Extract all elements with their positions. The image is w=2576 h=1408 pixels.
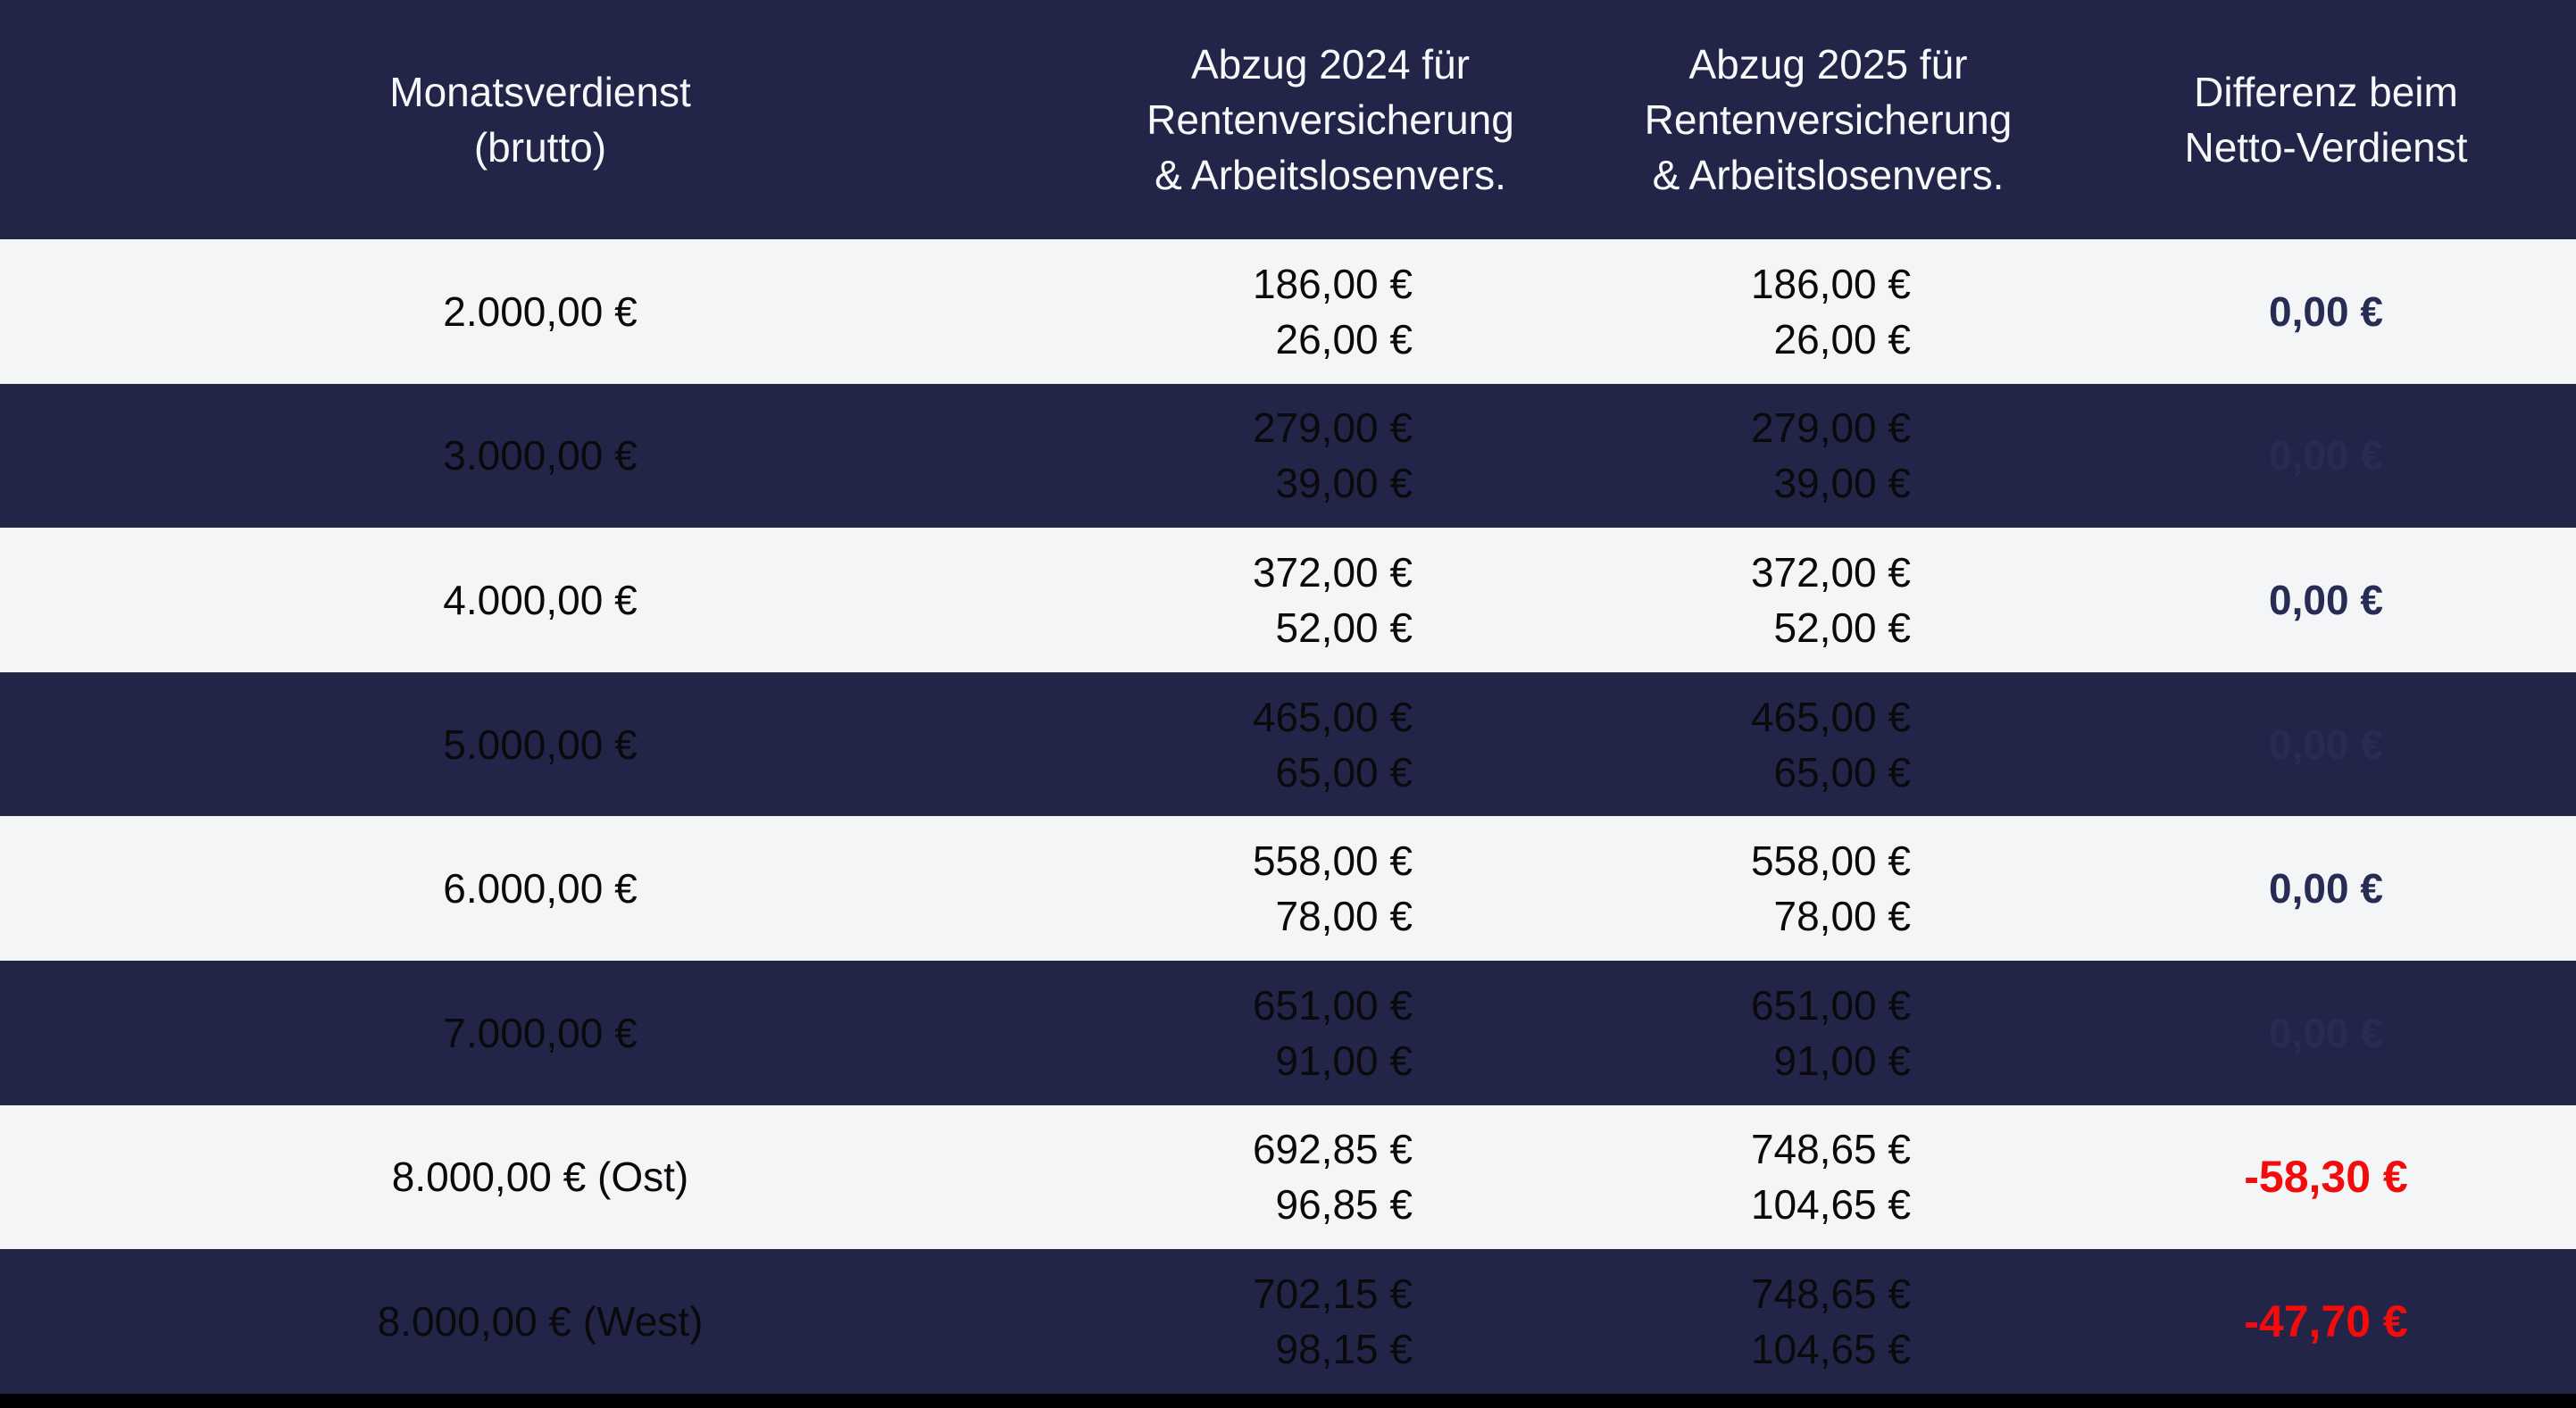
bottom-bar (0, 1393, 2576, 1408)
header-line: & Arbeitslosenvers. (1652, 152, 2005, 198)
gross-earnings-cell: 3.000,00 € (443, 432, 638, 479)
unemployment-deduction-value: 39,00 € (1773, 460, 1911, 507)
net-difference-cell: 0,00 € (2269, 721, 2383, 768)
net-difference-cell: 0,00 € (2269, 1009, 2383, 1056)
header-line: Abzug 2025 für (1688, 41, 1968, 87)
deduction-2024-cell: 702,15 € 98,15 € (1080, 1249, 1580, 1394)
pension-deduction-value: 465,00 € (1252, 693, 1413, 740)
table-row: 4.000,00 € 372,00 € 52,00 € 372,00 € 52,… (0, 528, 2576, 672)
unemployment-deduction-value: 104,65 € (1750, 1325, 1911, 1372)
gross-earnings-cell: 5.000,00 € (443, 721, 638, 768)
header-line: Netto-Verdienst (2184, 124, 2468, 171)
pension-deduction-value: 372,00 € (1750, 548, 1911, 596)
pension-deduction-value: 702,15 € (1252, 1270, 1413, 1317)
table-header-row: Monatsverdienst (brutto) Abzug 2024 für … (0, 0, 2576, 239)
header-line: & Arbeitslosenvers. (1155, 152, 1506, 198)
table-row: 3.000,00 € 279,00 € 39,00 € 279,00 € 39,… (0, 383, 2576, 529)
header-line: (brutto) (473, 124, 607, 171)
deduction-2025-cell: 372,00 € 52,00 € (1580, 528, 2076, 672)
deduction-2024-cell: 692,85 € 96,85 € (1080, 1105, 1580, 1250)
unemployment-deduction-value: 91,00 € (1275, 1037, 1413, 1084)
pension-deduction-value: 186,00 € (1750, 260, 1911, 307)
header-line: Rentenversicherung (1146, 96, 1514, 143)
deduction-2025-cell: 748,65 € 104,65 € (1580, 1249, 2076, 1394)
deduction-2025-cell: 651,00 € 91,00 € (1580, 961, 2076, 1105)
deduction-2024-cell: 186,00 € 26,00 € (1080, 239, 1580, 384)
unemployment-deduction-value: 26,00 € (1275, 315, 1413, 362)
gross-earnings-cell: 8.000,00 € (Ost) (391, 1154, 689, 1201)
net-difference-cell: 0,00 € (2269, 432, 2383, 479)
pension-deduction-value: 651,00 € (1750, 981, 1911, 1029)
pension-deduction-value: 372,00 € (1252, 548, 1413, 596)
header-line: Abzug 2024 für (1190, 41, 1470, 87)
unemployment-deduction-value: 78,00 € (1275, 893, 1413, 940)
header-line: Rentenversicherung (1644, 96, 2013, 143)
column-header-monatsverdienst: Monatsverdienst (brutto) (0, 0, 1080, 239)
gross-earnings-cell: 4.000,00 € (443, 576, 638, 623)
column-header-abzug-2025: Abzug 2025 für Rentenversicherung & Arbe… (1580, 0, 2076, 239)
unemployment-deduction-value: 52,00 € (1275, 604, 1413, 651)
table-row: 2.000,00 € 186,00 € 26,00 € 186,00 € 26,… (0, 239, 2576, 384)
unemployment-deduction-value: 39,00 € (1275, 460, 1413, 507)
deduction-2024-cell: 651,00 € 91,00 € (1080, 961, 1580, 1105)
gross-earnings-cell: 2.000,00 € (443, 287, 638, 335)
pension-deduction-value: 748,65 € (1750, 1126, 1911, 1173)
unemployment-deduction-value: 104,65 € (1750, 1181, 1911, 1229)
gross-earnings-cell: 7.000,00 € (443, 1009, 638, 1056)
unemployment-deduction-value: 91,00 € (1773, 1037, 1911, 1084)
table-row: 7.000,00 € 651,00 € 91,00 € 651,00 € 91,… (0, 960, 2576, 1105)
header-line: Monatsverdienst (389, 69, 691, 115)
net-difference-cell: -58,30 € (2244, 1152, 2408, 1203)
deduction-2024-cell: 279,00 € 39,00 € (1080, 384, 1580, 529)
pension-deduction-value: 692,85 € (1252, 1126, 1413, 1173)
table-row: 5.000,00 € 465,00 € 65,00 € 465,00 € 65,… (0, 671, 2576, 817)
pension-deduction-value: 651,00 € (1252, 981, 1413, 1029)
column-header-differenz: Differenz beim Netto-Verdienst (2076, 0, 2576, 239)
gross-earnings-cell: 6.000,00 € (443, 865, 638, 912)
deduction-2025-cell: 279,00 € 39,00 € (1580, 384, 2076, 529)
net-difference-cell: 0,00 € (2269, 576, 2383, 623)
deduction-2025-cell: 186,00 € 26,00 € (1580, 239, 2076, 384)
unemployment-deduction-value: 98,15 € (1275, 1325, 1413, 1372)
pension-deduction-value: 558,00 € (1750, 837, 1911, 885)
unemployment-deduction-value: 78,00 € (1773, 893, 1911, 940)
pension-deduction-value: 558,00 € (1252, 837, 1413, 885)
table-row: 8.000,00 € (West) 702,15 € 98,15 € 748,6… (0, 1249, 2576, 1394)
net-difference-cell: -47,70 € (2244, 1296, 2408, 1346)
header-line: Differenz beim (2194, 69, 2458, 115)
unemployment-deduction-value: 96,85 € (1275, 1181, 1413, 1229)
pension-deduction-value: 279,00 € (1252, 404, 1413, 452)
pension-deduction-value: 186,00 € (1252, 260, 1413, 307)
pension-deduction-value: 279,00 € (1750, 404, 1911, 452)
deduction-2024-cell: 372,00 € 52,00 € (1080, 528, 1580, 672)
unemployment-deduction-value: 52,00 € (1773, 604, 1911, 651)
pension-deduction-value: 748,65 € (1750, 1270, 1911, 1317)
net-difference-cell: 0,00 € (2269, 287, 2383, 335)
deduction-2024-cell: 558,00 € 78,00 € (1080, 816, 1580, 961)
unemployment-deduction-value: 65,00 € (1275, 748, 1413, 796)
unemployment-deduction-value: 65,00 € (1773, 748, 1911, 796)
gross-earnings-cell: 8.000,00 € (West) (377, 1297, 704, 1345)
deduction-2024-cell: 465,00 € 65,00 € (1080, 672, 1580, 817)
deduction-2025-cell: 465,00 € 65,00 € (1580, 672, 2076, 817)
deduction-2025-cell: 748,65 € 104,65 € (1580, 1105, 2076, 1250)
pension-deduction-value: 465,00 € (1750, 693, 1911, 740)
net-difference-cell: 0,00 € (2269, 865, 2383, 912)
table-row: 6.000,00 € 558,00 € 78,00 € 558,00 € 78,… (0, 816, 2576, 961)
column-header-abzug-2024: Abzug 2024 für Rentenversicherung & Arbe… (1080, 0, 1580, 239)
unemployment-deduction-value: 26,00 € (1773, 315, 1911, 362)
deduction-2025-cell: 558,00 € 78,00 € (1580, 816, 2076, 961)
table-row: 8.000,00 € (Ost) 692,85 € 96,85 € 748,65… (0, 1104, 2576, 1250)
